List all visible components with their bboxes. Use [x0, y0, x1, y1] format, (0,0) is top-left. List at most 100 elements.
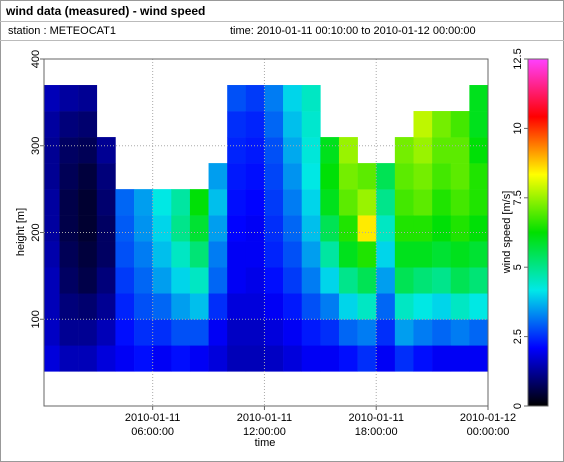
y-axis-label: height [m]: [15, 208, 27, 256]
cell: [208, 319, 228, 346]
colorbar-tick-label: 12.5: [512, 48, 524, 69]
cell: [152, 345, 172, 372]
cell: [208, 293, 228, 320]
cell: [44, 215, 60, 242]
cell: [283, 319, 303, 346]
cell: [320, 215, 340, 242]
cell: [171, 319, 191, 346]
cell: [96, 319, 116, 346]
cell: [413, 137, 433, 164]
cell: [283, 345, 303, 372]
cell: [78, 163, 98, 190]
cell: [450, 137, 470, 164]
cell: [227, 293, 247, 320]
cell: [394, 345, 414, 372]
period: time: 2010-01-11 00:10:00 to 2010-01-12 …: [230, 25, 476, 37]
cell: [301, 241, 321, 268]
cell: [283, 163, 303, 190]
cell: [320, 137, 340, 164]
cell: [376, 241, 396, 268]
cell: [264, 267, 284, 294]
cell: [134, 215, 153, 242]
cell: [189, 241, 209, 268]
cell: [264, 319, 284, 346]
cell: [413, 319, 433, 346]
cell: [469, 319, 489, 346]
cell: [338, 241, 358, 268]
x-tick-label: 2010-01-11 18:00:00: [348, 412, 404, 438]
cell: [469, 345, 489, 372]
cell: [115, 189, 135, 216]
cell: [301, 137, 321, 164]
cell: [357, 241, 377, 268]
cell: [357, 189, 377, 216]
cell: [338, 345, 358, 372]
cell: [432, 319, 452, 346]
cell: [245, 189, 265, 216]
cell: [469, 241, 489, 268]
cell: [338, 163, 358, 190]
cell: [189, 189, 209, 216]
cell: [413, 189, 433, 216]
cell: [152, 293, 172, 320]
cell: [134, 319, 153, 346]
cell: [189, 267, 209, 294]
cell: [44, 111, 60, 138]
cell: [450, 293, 470, 320]
cell: [376, 267, 396, 294]
cell: [134, 241, 153, 268]
cell: [134, 189, 153, 216]
cell: [44, 137, 60, 164]
cell: [301, 215, 321, 242]
cell: [171, 189, 191, 216]
cell: [469, 293, 489, 320]
cell: [227, 85, 247, 112]
cell: [469, 85, 489, 112]
cell: [78, 293, 98, 320]
cell: [450, 267, 470, 294]
colorbar-tick-label: 2.5: [512, 329, 524, 344]
cell: [338, 319, 358, 346]
cell: [376, 293, 396, 320]
cell: [96, 189, 116, 216]
cell: [338, 293, 358, 320]
cell: [227, 319, 247, 346]
cell: [227, 267, 247, 294]
cell: [78, 241, 98, 268]
cell: [283, 215, 303, 242]
x-tick-label: 2010-01-11 06:00:00: [124, 412, 181, 438]
cell: [189, 293, 209, 320]
cell: [432, 345, 452, 372]
colorbar-label: wind speed [m/s]: [501, 191, 513, 275]
cell: [394, 215, 414, 242]
cell: [450, 241, 470, 268]
cell: [450, 111, 470, 138]
cell: [469, 215, 489, 242]
cell: [44, 267, 60, 294]
y-tick-label: 100: [30, 310, 42, 328]
cell: [264, 111, 284, 138]
cell: [394, 163, 414, 190]
cell: [96, 163, 116, 190]
cell: [245, 137, 265, 164]
cell: [432, 293, 452, 320]
cell: [208, 189, 228, 216]
cell: [134, 293, 153, 320]
cell: [78, 85, 98, 112]
y-tick-label: 300: [30, 137, 42, 155]
cell: [394, 189, 414, 216]
cell: [450, 163, 470, 190]
cell: [78, 137, 98, 164]
cell: [283, 267, 303, 294]
colorbar-tick-label: 7.5: [512, 190, 524, 205]
y-tick-label: 400: [30, 50, 42, 68]
cell: [394, 319, 414, 346]
cell: [59, 137, 79, 164]
cell: [338, 267, 358, 294]
chart-title: wind data (measured) - wind speed: [5, 4, 205, 18]
cell: [115, 345, 135, 372]
cell: [301, 345, 321, 372]
cell: [245, 293, 265, 320]
colorbar-tick-label: 0: [512, 403, 524, 409]
